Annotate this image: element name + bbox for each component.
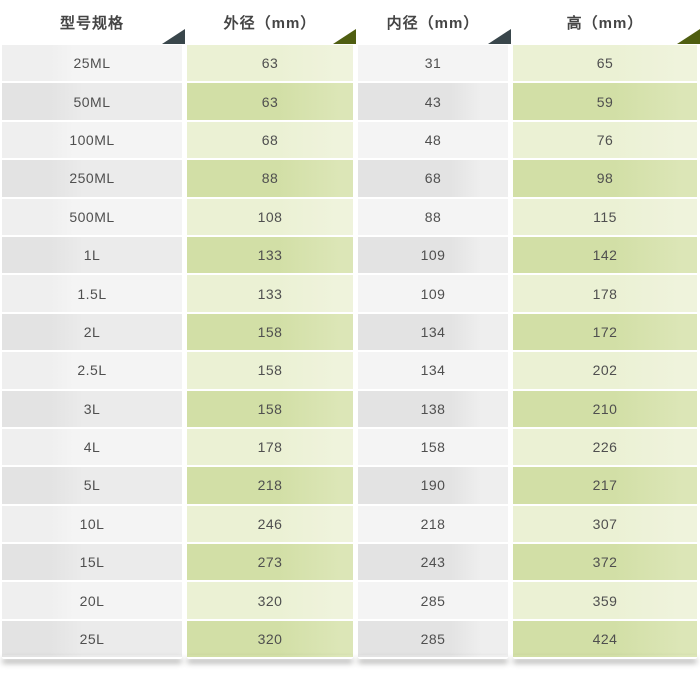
height-cell: 142 <box>513 236 697 274</box>
height-cell: 359 <box>513 582 697 619</box>
inner-diameter-cell: 88 <box>358 198 508 235</box>
inner-diameter-cell: 138 <box>358 390 508 427</box>
height-cell: 424 <box>513 620 697 658</box>
inner-diameter-cell: 243 <box>358 544 508 581</box>
inner-diameter-cell: 158 <box>358 428 508 466</box>
sort-triangle-icon <box>333 29 356 44</box>
model-cell: 3L <box>2 390 182 427</box>
inner-diameter-cell: 134 <box>358 352 508 389</box>
outer-diameter-cell: 133 <box>187 275 353 312</box>
inner-diameter-cell: 285 <box>358 620 508 658</box>
height-cell: 202 <box>513 352 697 389</box>
height-cell: 98 <box>513 160 697 197</box>
model-cell: 1.5L <box>2 275 182 312</box>
inner-diameter-cell: 48 <box>358 121 508 159</box>
height-cell: 372 <box>513 544 697 581</box>
outer-diameter-cell: 178 <box>187 428 353 466</box>
sort-triangle-icon <box>677 29 700 44</box>
height-cell: 226 <box>513 428 697 466</box>
outer-diameter-cell: 158 <box>187 313 353 351</box>
model-cell: 2.5L <box>2 352 182 389</box>
column-header-outer-diameter-label: 外径（mm） <box>223 14 317 32</box>
inner-diameter-cell: 218 <box>358 505 508 543</box>
outer-diameter-cell: 63 <box>187 83 353 120</box>
inner-diameter-cell: 134 <box>358 313 508 351</box>
inner-diameter-cell: 31 <box>358 45 508 82</box>
height-cell: 76 <box>513 121 697 159</box>
outer-diameter-cell: 88 <box>187 160 353 197</box>
column-header-inner-diameter[interactable]: 内径（mm） <box>358 0 511 44</box>
column-header-height-label: 高（mm） <box>566 14 644 32</box>
model-cell: 250ML <box>2 160 182 197</box>
inner-diameter-cell: 109 <box>358 236 508 274</box>
outer-diameter-cell: 158 <box>187 352 353 389</box>
shadow-segment <box>513 655 697 659</box>
shadow-segment <box>2 655 182 659</box>
column-header-model-label: 型号规格 <box>59 14 124 32</box>
outer-diameter-cell: 68 <box>187 121 353 159</box>
outer-diameter-cell: 108 <box>187 198 353 235</box>
column-header-outer-diameter[interactable]: 外径（mm） <box>187 0 356 44</box>
height-cell: 210 <box>513 390 697 427</box>
inner-diameter-cell: 190 <box>358 467 508 504</box>
model-cell: 2L <box>2 313 182 351</box>
model-cell: 4L <box>2 428 182 466</box>
inner-diameter-cell: 68 <box>358 160 508 197</box>
height-cell: 115 <box>513 198 697 235</box>
model-cell: 25ML <box>2 45 182 82</box>
inner-diameter-cell: 43 <box>358 83 508 120</box>
model-cell: 100ML <box>2 121 182 159</box>
model-cell: 20L <box>2 582 182 619</box>
height-cell: 217 <box>513 467 697 504</box>
height-cell: 307 <box>513 505 697 543</box>
inner-diameter-cell: 285 <box>358 582 508 619</box>
sort-triangle-icon <box>488 29 511 44</box>
outer-diameter-cell: 273 <box>187 544 353 581</box>
outer-diameter-cell: 218 <box>187 467 353 504</box>
height-cell: 178 <box>513 275 697 312</box>
model-cell: 50ML <box>2 83 182 120</box>
model-cell: 15L <box>2 544 182 581</box>
outer-diameter-cell: 158 <box>187 390 353 427</box>
outer-diameter-cell: 133 <box>187 236 353 274</box>
inner-diameter-cell: 109 <box>358 275 508 312</box>
outer-diameter-cell: 246 <box>187 505 353 543</box>
model-cell: 1L <box>2 236 182 274</box>
model-cell: 500ML <box>2 198 182 235</box>
outer-diameter-cell: 63 <box>187 45 353 82</box>
height-cell: 59 <box>513 83 697 120</box>
outer-diameter-cell: 320 <box>187 620 353 658</box>
model-cell: 25L <box>2 620 182 658</box>
model-cell: 10L <box>2 505 182 543</box>
sort-triangle-icon <box>162 29 185 44</box>
outer-diameter-cell: 320 <box>187 582 353 619</box>
column-header-inner-diameter-label: 内径（mm） <box>386 14 480 32</box>
model-cell: 5L <box>2 467 182 504</box>
height-cell: 172 <box>513 313 697 351</box>
height-cell: 65 <box>513 45 697 82</box>
table-header-row: 型号规格 外径（mm） 内径（mm） 高（mm） <box>0 0 700 44</box>
table-bottom-shadow <box>0 655 700 659</box>
column-header-height[interactable]: 高（mm） <box>513 0 700 44</box>
table-body: 25ML 63 31 65 50ML 63 43 59 100ML 68 48 76 250ML 88 68… <box>0 45 700 658</box>
shadow-segment <box>187 655 353 659</box>
shadow-segment <box>358 655 508 659</box>
column-header-model[interactable]: 型号规格 <box>2 0 185 44</box>
